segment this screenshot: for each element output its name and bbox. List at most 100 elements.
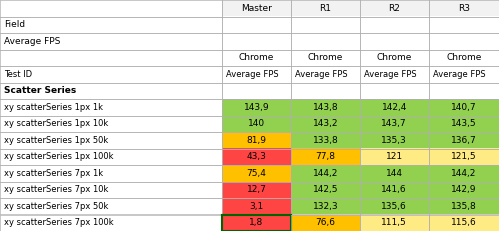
Bar bbox=[360, 116, 429, 132]
Bar bbox=[360, 198, 429, 215]
Bar bbox=[222, 16, 291, 33]
Bar bbox=[222, 149, 291, 165]
Bar bbox=[291, 149, 360, 165]
Bar bbox=[429, 16, 499, 33]
Bar bbox=[222, 198, 291, 215]
Bar bbox=[429, 82, 499, 99]
Text: Scatter Series: Scatter Series bbox=[4, 86, 76, 95]
Text: 142,4: 142,4 bbox=[382, 103, 407, 112]
Text: 136,7: 136,7 bbox=[451, 136, 477, 145]
Text: 12,7: 12,7 bbox=[247, 185, 266, 194]
Text: Test ID: Test ID bbox=[4, 70, 32, 79]
Bar bbox=[360, 132, 429, 149]
Text: 143,7: 143,7 bbox=[381, 119, 407, 128]
Bar bbox=[0, 165, 222, 182]
Text: 133,8: 133,8 bbox=[312, 136, 338, 145]
Text: 143,9: 143,9 bbox=[244, 103, 269, 112]
Text: 143,2: 143,2 bbox=[312, 119, 338, 128]
Bar bbox=[222, 49, 291, 66]
Bar bbox=[291, 99, 360, 116]
Bar bbox=[291, 33, 360, 49]
Bar bbox=[429, 116, 499, 132]
Text: 43,3: 43,3 bbox=[247, 152, 266, 161]
Text: 121: 121 bbox=[386, 152, 403, 161]
Text: 135,3: 135,3 bbox=[381, 136, 407, 145]
Bar bbox=[429, 149, 499, 165]
Bar bbox=[360, 66, 429, 82]
Bar bbox=[291, 182, 360, 198]
Bar bbox=[291, 215, 360, 231]
Text: Chrome: Chrome bbox=[377, 53, 412, 62]
Bar bbox=[222, 215, 291, 231]
Bar bbox=[0, 182, 222, 198]
Bar bbox=[360, 215, 429, 231]
Bar bbox=[291, 116, 360, 132]
Text: xy scatterSeries 1px 100k: xy scatterSeries 1px 100k bbox=[4, 152, 113, 161]
Text: 111,5: 111,5 bbox=[381, 218, 407, 227]
Bar bbox=[222, 132, 291, 149]
Bar bbox=[429, 198, 499, 215]
Text: 135,8: 135,8 bbox=[451, 202, 477, 211]
Text: R1: R1 bbox=[319, 4, 331, 13]
Text: 140,7: 140,7 bbox=[451, 103, 477, 112]
Bar bbox=[429, 33, 499, 49]
Text: xy scatterSeries 1px 1k: xy scatterSeries 1px 1k bbox=[4, 103, 103, 112]
Text: 144: 144 bbox=[386, 169, 403, 178]
Bar bbox=[429, 49, 499, 66]
Bar bbox=[222, 182, 291, 198]
Text: 140: 140 bbox=[248, 119, 265, 128]
Bar bbox=[222, 165, 291, 182]
Bar bbox=[0, 82, 222, 99]
Text: 141,6: 141,6 bbox=[381, 185, 407, 194]
Bar bbox=[0, 198, 222, 215]
Bar bbox=[429, 165, 499, 182]
Bar bbox=[429, 215, 499, 231]
Text: Chrome: Chrome bbox=[239, 53, 274, 62]
Text: Average FPS: Average FPS bbox=[295, 70, 347, 79]
Bar bbox=[0, 116, 222, 132]
Bar bbox=[0, 16, 222, 33]
Bar bbox=[0, 215, 222, 231]
Text: Chrome: Chrome bbox=[446, 53, 482, 62]
Text: 143,8: 143,8 bbox=[312, 103, 338, 112]
Bar bbox=[360, 16, 429, 33]
Bar bbox=[429, 182, 499, 198]
Bar bbox=[0, 149, 222, 165]
Bar bbox=[0, 33, 222, 49]
Bar bbox=[360, 182, 429, 198]
Bar bbox=[360, 0, 429, 16]
Bar bbox=[291, 66, 360, 82]
Bar bbox=[291, 0, 360, 16]
Text: xy scatterSeries 7px 50k: xy scatterSeries 7px 50k bbox=[4, 202, 108, 211]
Bar bbox=[360, 99, 429, 116]
Bar bbox=[0, 49, 222, 66]
Bar bbox=[0, 0, 222, 16]
Bar bbox=[0, 99, 222, 116]
Text: xy scatterSeries 7px 1k: xy scatterSeries 7px 1k bbox=[4, 169, 103, 178]
Text: 115,6: 115,6 bbox=[451, 218, 477, 227]
Text: 75,4: 75,4 bbox=[247, 169, 266, 178]
Text: 143,5: 143,5 bbox=[451, 119, 477, 128]
Text: 76,6: 76,6 bbox=[315, 218, 335, 227]
Bar bbox=[222, 99, 291, 116]
Bar bbox=[360, 82, 429, 99]
Text: 144,2: 144,2 bbox=[313, 169, 338, 178]
Text: Chrome: Chrome bbox=[308, 53, 343, 62]
Text: Master: Master bbox=[241, 4, 272, 13]
Text: 77,8: 77,8 bbox=[315, 152, 335, 161]
Bar bbox=[360, 49, 429, 66]
Bar bbox=[429, 99, 499, 116]
Bar bbox=[360, 149, 429, 165]
Text: 135,6: 135,6 bbox=[381, 202, 407, 211]
Text: Average FPS: Average FPS bbox=[4, 37, 60, 46]
Text: xy scatterSeries 7px 10k: xy scatterSeries 7px 10k bbox=[4, 185, 108, 194]
Bar bbox=[291, 165, 360, 182]
Bar bbox=[429, 132, 499, 149]
Bar bbox=[0, 132, 222, 149]
Text: R2: R2 bbox=[388, 4, 400, 13]
Bar bbox=[222, 116, 291, 132]
Bar bbox=[291, 132, 360, 149]
Text: 81,9: 81,9 bbox=[247, 136, 266, 145]
Bar bbox=[222, 66, 291, 82]
Bar bbox=[360, 165, 429, 182]
